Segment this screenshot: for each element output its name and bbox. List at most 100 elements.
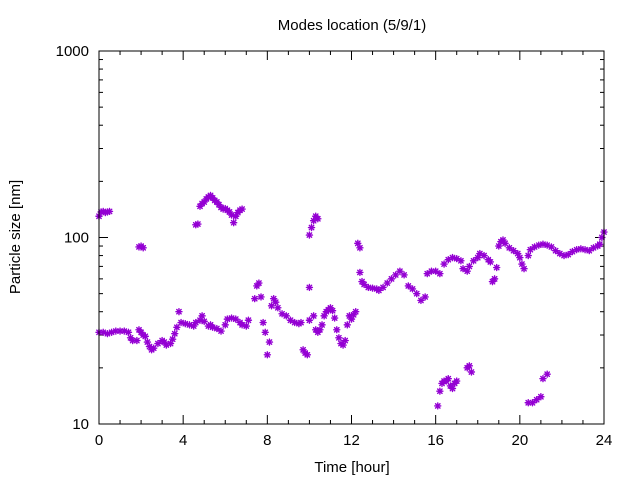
y-tick-label: 1000 — [56, 43, 89, 60]
data-point — [282, 312, 290, 320]
x-axis-label: Time [hour] — [314, 459, 389, 476]
data-point — [242, 322, 250, 330]
data-point — [139, 244, 147, 252]
data-point — [480, 251, 488, 260]
data-point — [434, 402, 442, 410]
data-point — [356, 244, 364, 252]
data-point — [227, 211, 236, 219]
data-point — [448, 253, 457, 262]
data-point — [560, 251, 568, 260]
data-point — [383, 279, 391, 287]
data-point — [175, 308, 183, 316]
data-point — [524, 251, 532, 260]
data-point — [255, 279, 263, 287]
data-point — [543, 241, 551, 249]
data-point — [330, 314, 339, 322]
data-point — [261, 328, 269, 337]
data-point — [274, 304, 282, 312]
data-point — [217, 327, 225, 335]
data-point — [105, 207, 114, 216]
data-point — [341, 336, 349, 345]
data-point — [150, 344, 158, 352]
data-point — [492, 263, 501, 272]
data-point — [328, 307, 337, 315]
data-point — [265, 338, 274, 346]
data-point — [259, 318, 267, 327]
data-point — [436, 269, 444, 278]
data-points — [95, 191, 608, 410]
x-tick-label: 20 — [511, 432, 528, 449]
data-point — [333, 326, 341, 334]
data-point — [543, 370, 551, 378]
plot-frame — [98, 50, 605, 425]
data-point — [154, 339, 162, 348]
data-point — [490, 275, 499, 283]
data-point — [257, 293, 265, 301]
data-point — [198, 312, 206, 320]
data-point — [227, 314, 236, 322]
data-point — [465, 262, 474, 271]
data-point — [596, 240, 604, 248]
chart-title: Modes location (5/9/1) — [278, 17, 426, 34]
data-point — [457, 257, 465, 265]
data-point — [133, 336, 141, 345]
data-point — [309, 312, 318, 320]
data-point — [238, 205, 246, 213]
data-point — [171, 329, 179, 338]
data-point — [305, 316, 314, 324]
data-point — [463, 267, 471, 275]
data-point — [469, 257, 478, 265]
data-point — [305, 283, 314, 292]
data-point — [318, 321, 326, 329]
data-point — [314, 215, 322, 223]
data-point — [375, 286, 383, 295]
data-point — [516, 253, 524, 262]
data-point — [307, 223, 316, 232]
data-point — [360, 280, 368, 289]
data-point — [213, 324, 221, 333]
data-point — [486, 258, 495, 266]
x-tick-label: 0 — [95, 432, 103, 449]
y-tick-label: 10 — [72, 416, 89, 433]
data-point — [551, 246, 560, 255]
data-point — [421, 293, 429, 301]
x-tick-label: 16 — [427, 432, 444, 449]
data-point — [305, 231, 314, 239]
data-point — [467, 368, 476, 376]
data-point — [440, 260, 448, 268]
data-point — [537, 393, 545, 401]
data-point — [379, 283, 387, 292]
data-point — [263, 351, 272, 359]
data-point — [223, 315, 232, 323]
x-tick-label: 4 — [179, 432, 187, 449]
data-point — [229, 219, 238, 227]
data-point — [316, 326, 324, 334]
data-point — [404, 282, 413, 290]
data-point — [509, 246, 518, 255]
data-point — [297, 318, 305, 327]
data-point — [408, 285, 417, 293]
data-point — [431, 267, 440, 275]
data-point — [335, 334, 343, 342]
data-point — [124, 328, 133, 337]
data-point — [303, 351, 312, 359]
data-point — [173, 323, 181, 331]
y-axis-label: Particle size [nm] — [7, 180, 24, 294]
data-point — [564, 250, 572, 259]
data-point — [244, 316, 253, 324]
data-point — [356, 268, 364, 277]
x-tick-label: 12 — [343, 432, 360, 449]
data-point — [444, 374, 452, 383]
x-tick-label: 24 — [596, 432, 613, 449]
data-point — [413, 289, 421, 298]
data-point — [539, 374, 547, 383]
data-point — [141, 332, 149, 341]
data-point — [194, 220, 202, 228]
data-point — [272, 298, 280, 306]
data-point — [532, 395, 541, 404]
data-point — [501, 239, 509, 248]
data-point — [352, 308, 360, 316]
data-point — [598, 233, 606, 242]
data-point — [221, 321, 229, 329]
